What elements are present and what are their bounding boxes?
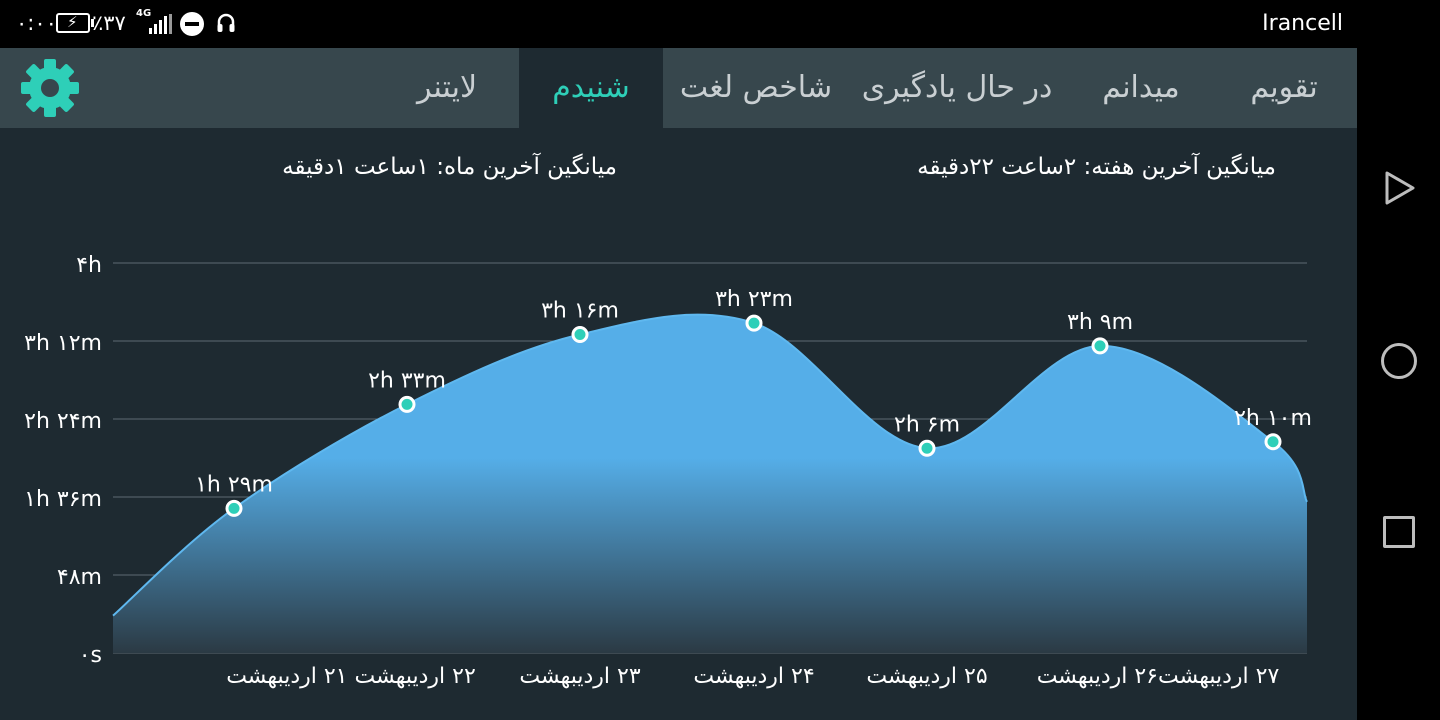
data-point[interactable] [398,395,416,413]
network-type: 4G [136,8,152,19]
data-point[interactable] [571,326,589,343]
tab-learning[interactable]: در حال یادگیری [861,70,1053,105]
data-label: ۲h ۱۰m [1234,406,1312,431]
back-icon[interactable] [1384,170,1416,206]
y-tick-label: ۳h ۱۲m [24,331,102,356]
recent-apps-icon[interactable] [1383,516,1415,548]
data-label: ۲h ۳۳m [368,368,446,393]
tab-bar: تقویم میدانم در حال یادگیری شاخص لغت شنی… [0,48,1357,128]
x-tick-label: ۲۳ اردیبهشت [519,664,640,689]
gear-icon[interactable] [18,56,82,120]
home-icon[interactable] [1381,343,1417,379]
data-label: ۲h ۶m [894,412,960,437]
tab-calendar[interactable]: تقویم [1250,70,1318,105]
data-point[interactable] [225,499,243,517]
month-average: میانگین آخرین ماه: ۱ساعت ۱دقیقه [282,154,617,180]
status-time: ۰:۰۰ [16,11,57,35]
tab-heard[interactable]: شنیدم [519,48,663,128]
data-label: ۳h ۲۳m [715,287,793,312]
do-not-disturb-icon [180,12,204,36]
battery-charging-icon: ⚡ [56,13,94,33]
y-tick-label: ۲h ۲۴m [24,409,102,434]
data-label: ۳h ۱۶m [541,299,619,324]
battery-percent: ٪۳۷ [92,11,126,35]
y-tick-label: ۰s [79,643,102,668]
data-label: ۳h ۹m [1067,310,1133,335]
y-tick-label: ۴h [76,253,102,278]
tab-known[interactable]: میدانم [1102,70,1180,105]
tab-word-index[interactable]: شاخص لغت [679,70,833,105]
data-point[interactable] [745,314,763,332]
data-point[interactable] [918,439,936,457]
navigation-bar [1357,0,1440,720]
tab-leitner[interactable]: لایتنر [416,70,478,105]
data-point[interactable] [1091,337,1109,355]
x-tick-label: ۲۷ اردیبهشت۲۶ اردیبهشت [1037,664,1280,689]
signal-icon [149,14,173,34]
x-tick-label: ۲۵ اردیبهشت [866,664,987,689]
x-tick-label: ۲۴ اردیبهشت [693,664,814,689]
area-series [113,314,1307,653]
headset-icon [217,13,235,32]
daily-listening-chart: ۱h ۲۹m ۲h ۳۳m ۳h ۱۶m ۳h ۲۳m ۲h ۶m ۳h ۹m ۲h ۱۰m… [24,253,1312,689]
data-label: ۱h ۲۹m [195,472,273,497]
y-tick-label: ۴۸m [57,565,102,590]
status-bar: ۰:۰۰ ⚡ ٪۳۷ 4G Irancell [0,0,1357,48]
carrier-name: Irancell [1262,11,1343,36]
y-tick-label: ۱h ۳۶m [24,487,102,512]
week-average: میانگین آخرین هفته: ۲ساعت ۲۲دقیقه [917,154,1276,180]
data-point[interactable] [1264,433,1282,451]
x-tick-label: ۲۲ اردیبهشت ۲۱ اردیبهشت [226,664,476,689]
